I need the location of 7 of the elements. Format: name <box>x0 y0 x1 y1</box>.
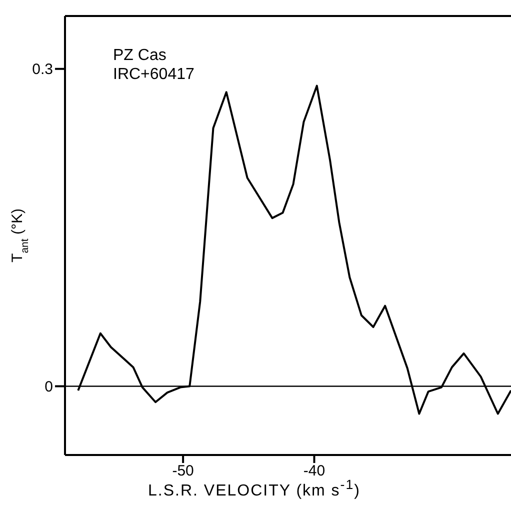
x-axis-title: L.S.R. VELOCITY (km s$^{-1}$) <box>148 477 360 500</box>
y-tick-label: 0.3 <box>32 61 53 78</box>
annotation: PZ Cas <box>113 46 168 65</box>
x-tick-label: -50 <box>172 462 194 480</box>
x-tick-label: -40 <box>303 462 326 480</box>
y-tick-label: 0 <box>44 378 53 396</box>
annotation: IRC+60417 <box>113 65 194 84</box>
